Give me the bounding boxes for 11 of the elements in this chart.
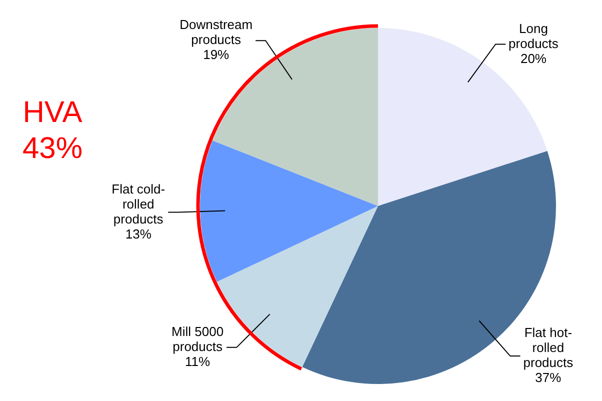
data-label: 20% bbox=[520, 50, 547, 66]
text: HVA 43% bbox=[21, 95, 84, 167]
slice-label: Downstream products bbox=[180, 17, 253, 48]
data-label: 37% bbox=[535, 370, 562, 386]
slice-label: Flat hot-rolled products bbox=[523, 325, 574, 370]
slice-label: Long products bbox=[508, 20, 559, 51]
slice-label: Flat cold-rolled products bbox=[112, 181, 166, 226]
data-label: 13% bbox=[125, 226, 152, 242]
data-label: 19% bbox=[203, 47, 230, 62]
slice-label: Mill 5000 products bbox=[172, 324, 224, 354]
data-label: 11% bbox=[185, 354, 211, 369]
